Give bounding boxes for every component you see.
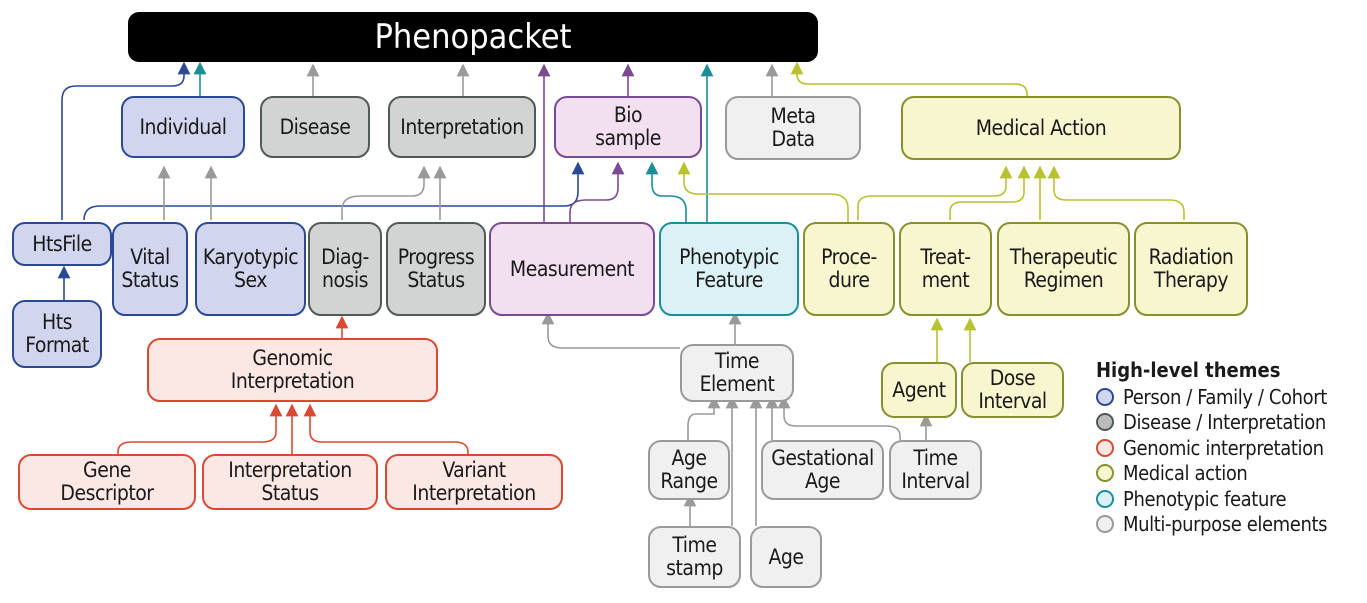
legend-item: Multi-purpose elements	[1096, 512, 1361, 538]
legend: High-level themes Person / Family / Coho…	[1096, 358, 1361, 537]
node-diagnosis[interactable]: Diag- nosis	[308, 222, 382, 316]
node-medical-action[interactable]: Medical Action	[901, 96, 1181, 160]
node-time-stamp[interactable]: Time stamp	[648, 526, 741, 588]
node-measurement[interactable]: Measurement	[489, 222, 655, 316]
node-biosample[interactable]: Bio sample	[554, 96, 702, 158]
node-variant-interpretation[interactable]: Variant Interpretation	[385, 454, 563, 510]
node-genomic-interpretation[interactable]: Genomic Interpretation	[147, 338, 438, 402]
node-phenotypic-feature[interactable]: Phenotypic Feature	[659, 222, 799, 316]
node-vital-status[interactable]: Vital Status	[112, 222, 188, 316]
node-gestational-age[interactable]: Gestational Age	[761, 440, 884, 500]
legend-swatch	[1096, 515, 1114, 534]
legend-label: Medical action	[1123, 461, 1248, 486]
node-karyotypic-sex[interactable]: Karyotypic Sex	[195, 222, 306, 316]
legend-title: High-level themes	[1096, 358, 1281, 382]
legend-label: Multi-purpose elements	[1123, 512, 1328, 537]
node-dose-interval[interactable]: Dose Interval	[961, 362, 1064, 418]
node-age-range[interactable]: Age Range	[648, 440, 730, 500]
node-agent[interactable]: Agent	[881, 362, 957, 418]
node-disease[interactable]: Disease	[260, 96, 370, 158]
node-metadata[interactable]: Meta Data	[725, 96, 861, 160]
node-radiation-therapy[interactable]: Radiation Therapy	[1134, 222, 1248, 316]
legend-label: Genomic interpretation	[1123, 435, 1324, 460]
phenopacket-title: Phenopacket	[128, 12, 818, 62]
node-interpretation-status[interactable]: Interpretation Status	[202, 454, 378, 510]
node-interpretation[interactable]: Interpretation	[388, 96, 536, 158]
node-age[interactable]: Age	[750, 526, 822, 588]
legend-swatch	[1096, 438, 1114, 457]
node-procedure[interactable]: Proce- dure	[803, 222, 895, 316]
node-individual[interactable]: Individual	[121, 96, 245, 158]
node-therapeutic-regimen[interactable]: Therapeutic Regimen	[997, 222, 1130, 316]
legend-swatch	[1096, 413, 1114, 432]
legend-item: Person / Family / Cohort	[1096, 384, 1361, 410]
legend-item: Phenotypic feature	[1096, 486, 1361, 512]
node-gene-descriptor[interactable]: Gene Descriptor	[18, 454, 196, 510]
legend-swatch	[1096, 489, 1114, 508]
node-time-element[interactable]: Time Element	[680, 344, 794, 402]
legend-item: Genomic interpretation	[1096, 435, 1361, 461]
legend-label: Phenotypic feature	[1123, 486, 1287, 511]
legend-item: Disease / Interpretation	[1096, 410, 1361, 436]
legend-item: Medical action	[1096, 461, 1361, 487]
node-progress-status[interactable]: Progress Status	[386, 222, 486, 316]
node-hts-format[interactable]: Hts Format	[12, 300, 102, 368]
node-treatment[interactable]: Treat- ment	[899, 222, 992, 316]
node-htsfile[interactable]: HtsFile	[12, 222, 112, 266]
legend-swatch	[1096, 387, 1114, 406]
legend-label: Disease / Interpretation	[1123, 410, 1326, 435]
node-time-interval[interactable]: Time Interval	[889, 440, 982, 500]
legend-swatch	[1096, 464, 1114, 483]
legend-label: Person / Family / Cohort	[1123, 384, 1327, 409]
